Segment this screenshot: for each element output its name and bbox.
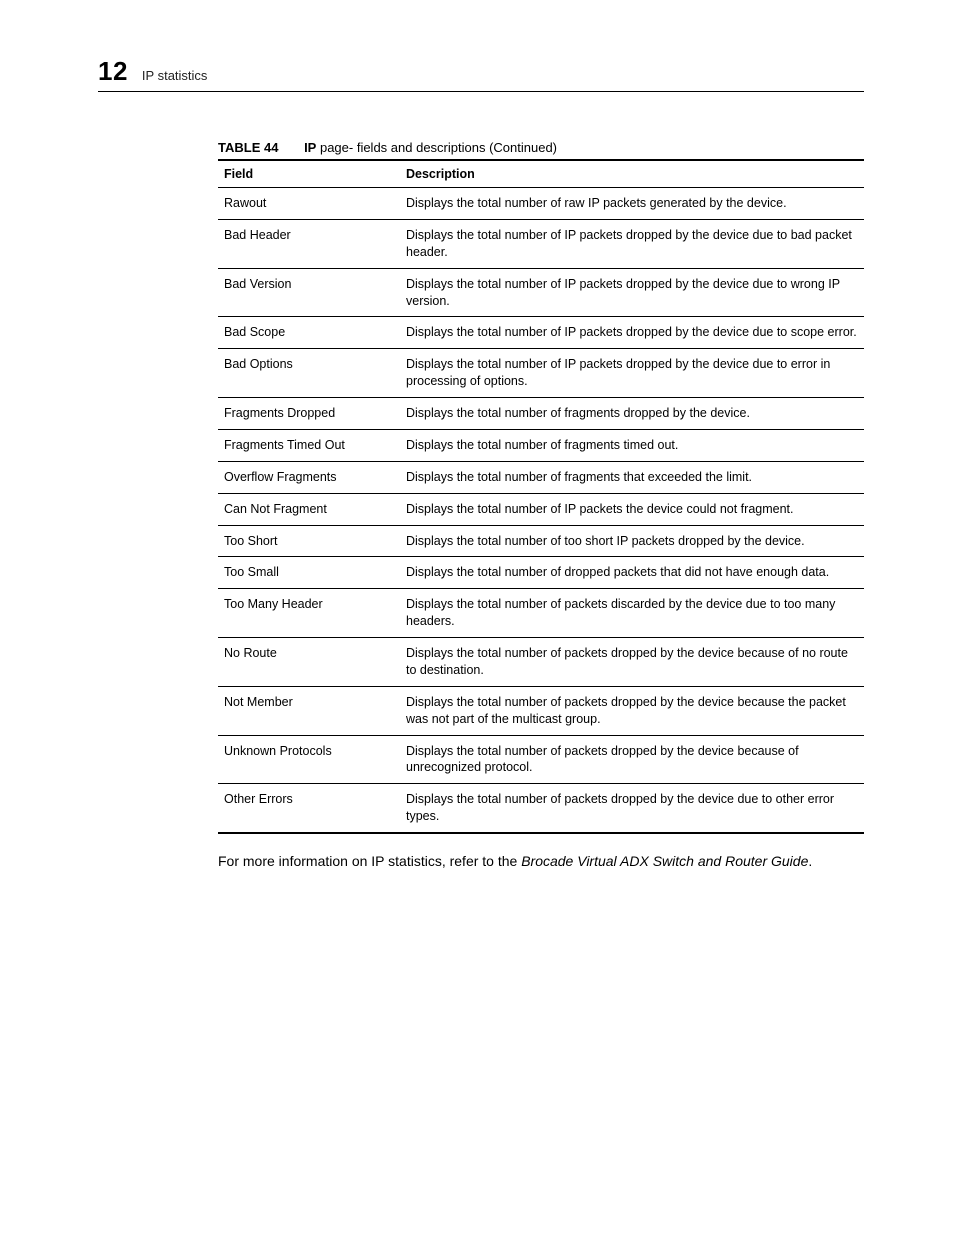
field-cell: Too Short bbox=[218, 525, 400, 557]
table-header-row: Field Description bbox=[218, 160, 864, 188]
column-header-field: Field bbox=[218, 160, 400, 188]
description-cell: Displays the total number of packets dis… bbox=[400, 589, 864, 638]
footnote-text-after: . bbox=[808, 853, 812, 869]
description-cell: Displays the total number of fragments t… bbox=[400, 429, 864, 461]
footnote-italic: Brocade Virtual ADX Switch and Router Gu… bbox=[521, 853, 808, 869]
table-row: Bad VersionDisplays the total number of … bbox=[218, 268, 864, 317]
table-row: Too SmallDisplays the total number of dr… bbox=[218, 557, 864, 589]
description-cell: Displays the total number of packets dro… bbox=[400, 686, 864, 735]
page: 12 IP statistics TABLE 44 IP page- field… bbox=[0, 0, 954, 946]
table-row: Bad OptionsDisplays the total number of … bbox=[218, 349, 864, 398]
table-row: Bad HeaderDisplays the total number of I… bbox=[218, 219, 864, 268]
field-cell: Overflow Fragments bbox=[218, 461, 400, 493]
footnote: For more information on IP statistics, r… bbox=[218, 852, 864, 872]
table-row: Too ShortDisplays the total number of to… bbox=[218, 525, 864, 557]
description-cell: Displays the total number of packets dro… bbox=[400, 638, 864, 687]
field-cell: Too Small bbox=[218, 557, 400, 589]
table-row: Bad ScopeDisplays the total number of IP… bbox=[218, 317, 864, 349]
field-cell: Not Member bbox=[218, 686, 400, 735]
field-cell: Can Not Fragment bbox=[218, 493, 400, 525]
field-cell: Rawout bbox=[218, 188, 400, 220]
running-header: 12 IP statistics bbox=[98, 56, 864, 92]
field-cell: Bad Version bbox=[218, 268, 400, 317]
table-row: Not MemberDisplays the total number of p… bbox=[218, 686, 864, 735]
description-cell: Displays the total number of IP packets … bbox=[400, 493, 864, 525]
field-cell: Other Errors bbox=[218, 784, 400, 833]
description-cell: Displays the total number of raw IP pack… bbox=[400, 188, 864, 220]
description-cell: Displays the total number of packets dro… bbox=[400, 784, 864, 833]
table-row: Can Not FragmentDisplays the total numbe… bbox=[218, 493, 864, 525]
column-header-description: Description bbox=[400, 160, 864, 188]
table-row: RawoutDisplays the total number of raw I… bbox=[218, 188, 864, 220]
description-cell: Displays the total number of dropped pac… bbox=[400, 557, 864, 589]
content-area: TABLE 44 IP page- fields and description… bbox=[218, 140, 864, 872]
field-cell: Bad Header bbox=[218, 219, 400, 268]
description-cell: Displays the total number of IP packets … bbox=[400, 268, 864, 317]
field-cell: No Route bbox=[218, 638, 400, 687]
table-title-rest: page- fields and descriptions (Continued… bbox=[316, 140, 557, 155]
description-cell: Displays the total number of fragments t… bbox=[400, 461, 864, 493]
footnote-text-before: For more information on IP statistics, r… bbox=[218, 853, 521, 869]
description-cell: Displays the total number of IP packets … bbox=[400, 219, 864, 268]
field-cell: Unknown Protocols bbox=[218, 735, 400, 784]
description-cell: Displays the total number of packets dro… bbox=[400, 735, 864, 784]
field-cell: Too Many Header bbox=[218, 589, 400, 638]
field-cell: Fragments Dropped bbox=[218, 398, 400, 430]
table-row: Fragments Timed OutDisplays the total nu… bbox=[218, 429, 864, 461]
chapter-title: IP statistics bbox=[142, 68, 208, 83]
table-row: Unknown ProtocolsDisplays the total numb… bbox=[218, 735, 864, 784]
field-cell: Bad Scope bbox=[218, 317, 400, 349]
description-cell: Displays the total number of IP packets … bbox=[400, 349, 864, 398]
table-number: TABLE 44 bbox=[218, 140, 278, 155]
field-cell: Fragments Timed Out bbox=[218, 429, 400, 461]
description-cell: Displays the total number of fragments d… bbox=[400, 398, 864, 430]
description-cell: Displays the total number of too short I… bbox=[400, 525, 864, 557]
table-row: Other ErrorsDisplays the total number of… bbox=[218, 784, 864, 833]
table-row: Overflow FragmentsDisplays the total num… bbox=[218, 461, 864, 493]
table-row: Too Many HeaderDisplays the total number… bbox=[218, 589, 864, 638]
table-row: No RouteDisplays the total number of pac… bbox=[218, 638, 864, 687]
table-title-prefix: IP bbox=[304, 140, 316, 155]
chapter-number: 12 bbox=[98, 56, 128, 87]
table-row: Fragments DroppedDisplays the total numb… bbox=[218, 398, 864, 430]
table-caption: TABLE 44 IP page- fields and description… bbox=[218, 140, 864, 155]
description-cell: Displays the total number of IP packets … bbox=[400, 317, 864, 349]
field-cell: Bad Options bbox=[218, 349, 400, 398]
ip-fields-table: Field Description RawoutDisplays the tot… bbox=[218, 159, 864, 834]
